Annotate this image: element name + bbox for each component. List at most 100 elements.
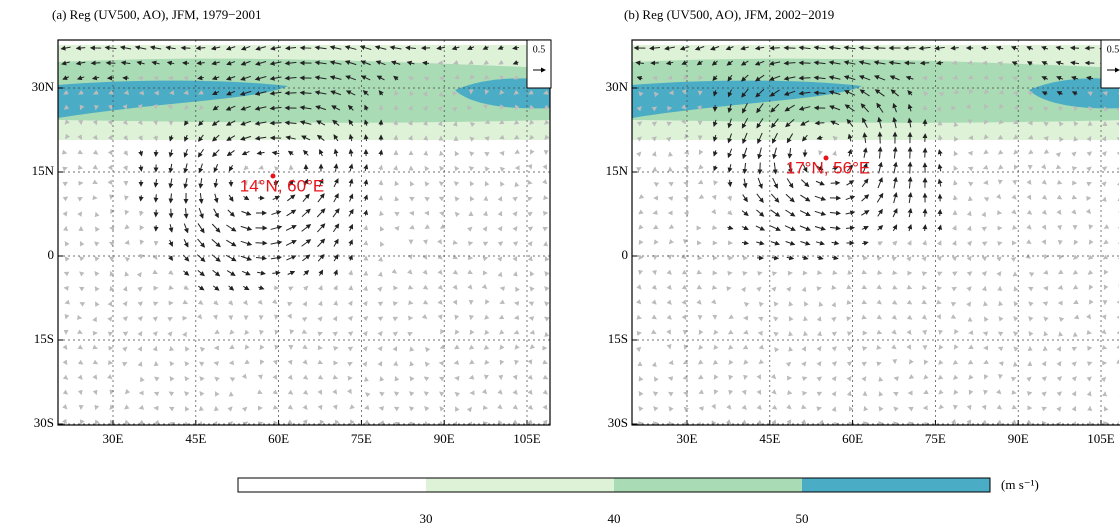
wind-vector — [137, 330, 143, 337]
colorbar-tick-label: 40 — [608, 511, 621, 526]
wind-vector — [214, 376, 220, 382]
wind-vector — [317, 238, 326, 248]
wind-vector — [727, 103, 733, 113]
wind-vector — [712, 359, 719, 365]
wind-vector — [241, 210, 252, 216]
wind-vector — [228, 164, 234, 172]
wind-vector — [437, 254, 443, 260]
wind-vector — [422, 254, 428, 260]
wind-vector — [816, 406, 822, 412]
wind-vector — [1011, 61, 1018, 66]
wind-vector — [284, 120, 297, 126]
wind-vector — [497, 256, 503, 262]
wind-vector — [197, 299, 204, 305]
wind-vector — [484, 299, 490, 305]
wind-vector — [696, 269, 703, 275]
wind-vector — [302, 419, 308, 425]
wind-vector — [183, 239, 189, 248]
wind-vector — [90, 60, 101, 66]
wind-vector — [302, 344, 308, 350]
wind-vector — [104, 45, 117, 51]
wind-vector — [483, 59, 489, 65]
wind-vector — [226, 150, 235, 157]
wind-vector — [769, 225, 781, 231]
colorbar-frame — [237, 477, 991, 493]
wind-vector — [814, 120, 825, 126]
wind-vector — [713, 374, 719, 380]
wind-vector — [1088, 420, 1094, 425]
wind-vector — [469, 121, 476, 128]
wind-vector — [240, 120, 252, 126]
wind-vector — [482, 241, 489, 247]
wind-vector — [331, 105, 341, 111]
wind-vector — [998, 300, 1004, 307]
wind-vector — [228, 194, 234, 202]
wind-vector — [966, 301, 972, 308]
wind-vector — [1073, 254, 1079, 260]
wind-vector — [1056, 75, 1064, 81]
wind-vector — [908, 359, 914, 365]
wind-vector — [527, 196, 533, 202]
wind-vector — [653, 406, 659, 412]
wind-vector — [273, 180, 279, 186]
wind-vector — [318, 178, 324, 188]
wind-vector — [332, 374, 339, 380]
wind-vector — [467, 241, 474, 246]
wind-vector — [862, 147, 868, 158]
wind-vector — [152, 345, 158, 352]
wind-vector — [212, 105, 219, 111]
wind-vector — [638, 421, 644, 425]
wind-vector — [199, 346, 206, 353]
wind-vector — [544, 301, 550, 307]
wind-vector — [348, 223, 354, 232]
wind-vector — [1056, 346, 1062, 352]
wind-vector — [452, 254, 459, 260]
wind-vector — [287, 150, 294, 156]
wind-vector — [184, 406, 190, 412]
wind-vector — [951, 60, 958, 66]
location-dot — [823, 155, 829, 161]
wind-vector — [257, 421, 264, 425]
wind-vector — [741, 404, 747, 410]
wind-vector — [876, 361, 882, 367]
wind-vector — [409, 90, 415, 97]
wind-vector — [123, 89, 130, 95]
wind-vector — [907, 192, 913, 204]
wind-vector — [138, 404, 145, 410]
wind-vector — [1012, 76, 1018, 82]
wind-vector — [816, 316, 822, 322]
wind-vector — [1073, 136, 1079, 142]
wind-vector — [213, 193, 219, 204]
wind-vector — [815, 180, 825, 186]
wind-vector — [499, 166, 506, 172]
wind-vector — [376, 75, 385, 81]
wind-vector — [543, 195, 549, 201]
wind-vector — [183, 134, 189, 142]
wind-vector — [698, 344, 704, 350]
wind-vector — [892, 208, 898, 218]
wind-vector — [394, 180, 400, 187]
wind-vector — [153, 179, 159, 188]
wind-vector — [786, 255, 795, 261]
wind-vector — [62, 374, 69, 380]
wind-vector — [454, 150, 460, 157]
wind-vector — [528, 89, 534, 95]
wind-vector — [437, 269, 443, 275]
x-tick-label: 60E — [268, 431, 289, 446]
wind-vector — [1071, 209, 1077, 215]
wind-vector — [1058, 316, 1065, 323]
wind-vector — [212, 134, 220, 142]
wind-vector — [726, 404, 732, 410]
wind-vector — [64, 241, 70, 247]
wind-vector — [213, 300, 219, 306]
wind-vector — [664, 45, 675, 51]
wind-vector — [757, 316, 764, 322]
wind-vector — [240, 105, 251, 111]
wind-vector — [198, 89, 204, 95]
wind-vector — [938, 344, 944, 351]
wind-vector — [271, 150, 280, 156]
wind-vector — [800, 404, 807, 410]
wind-vector — [497, 195, 503, 202]
wind-vector — [783, 60, 796, 66]
wind-vector — [332, 208, 340, 218]
